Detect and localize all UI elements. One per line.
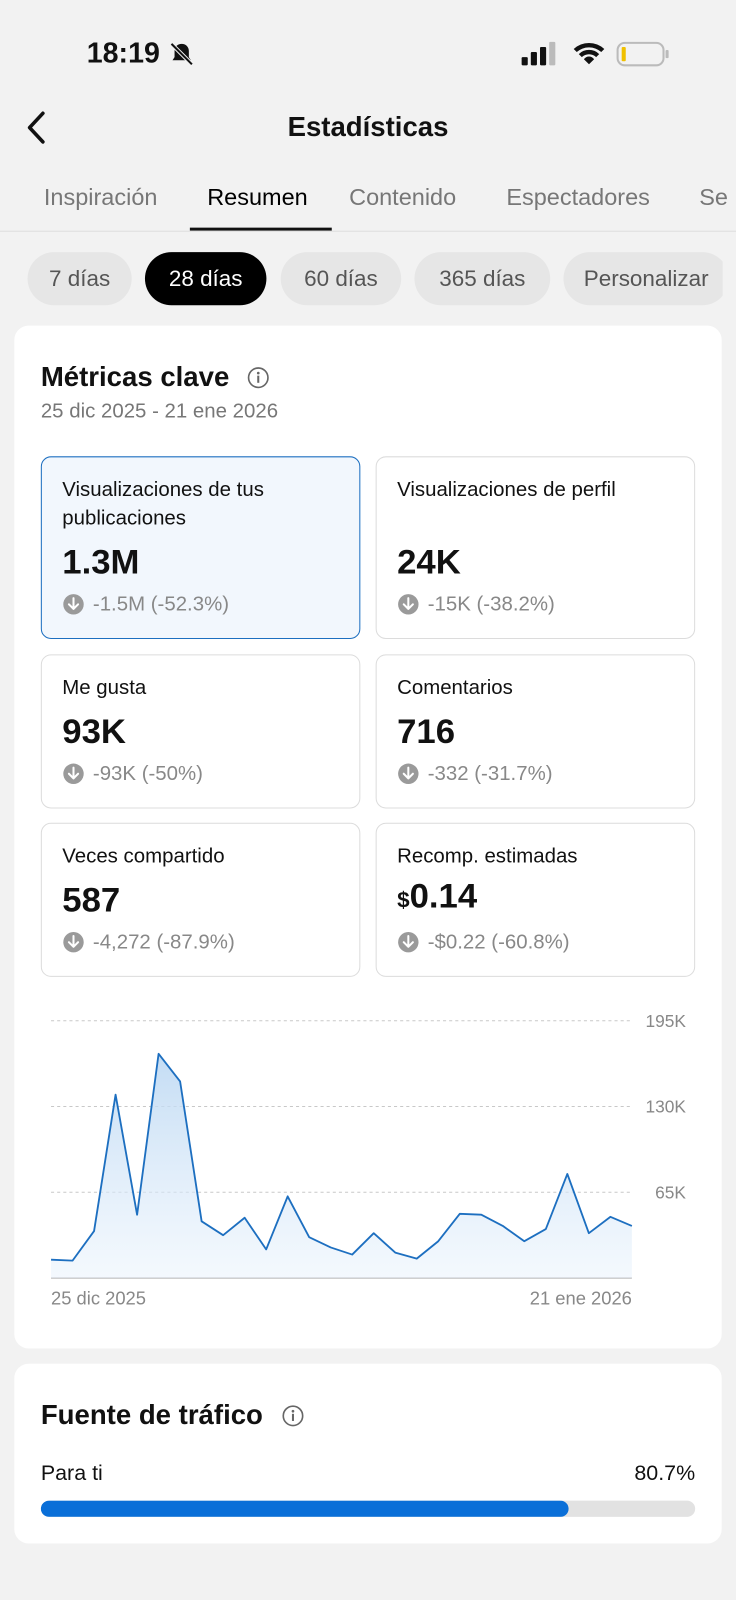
metric-label: Recomp. estimadas (397, 845, 578, 868)
metric-tile[interactable]: Me gusta 93K -93K (-50%) (40, 654, 361, 809)
metric-value: 716 (397, 711, 674, 752)
metric-number: 716 (397, 712, 456, 752)
tab[interactable]: Espectadores (506, 183, 650, 211)
metric-tile[interactable]: Veces compartido 587 -4,272 (-87.9%) (40, 822, 361, 977)
metric-label: Visualizaciones de tus publicaciones (62, 478, 264, 530)
tab[interactable]: Contenido (349, 183, 457, 211)
metric-change-text: -$0.22 (-60.8%) (427, 930, 570, 954)
metric-value: 93K (62, 711, 339, 752)
down-icon (63, 931, 84, 953)
metric-tile[interactable]: Recomp. estimadas $0.14 -$0.22 (-60.8%) (375, 822, 696, 977)
metric-change: -1.5M (-52.3%) (62, 591, 339, 618)
period-chip[interactable]: 365 días (414, 252, 551, 306)
y-tick-label: 195K (645, 1011, 686, 1031)
info-icon[interactable] (247, 366, 269, 389)
metric-change: -$0.22 (-60.8%) (397, 929, 674, 956)
status-time: 18:19 (86, 36, 160, 69)
metric-number: 24K (397, 543, 461, 582)
metric-value: $0.14 (397, 876, 674, 921)
metric-tile[interactable]: Visualizaciones de perfil 24K -15K (-38.2%… (375, 456, 696, 640)
area-fill (51, 1053, 632, 1279)
metric-value: 1.3M (62, 542, 339, 583)
period-chip[interactable]: Personalizar (563, 252, 723, 306)
metric-value: 24K (397, 542, 674, 583)
metric-change: -332 (-31.7%) (397, 760, 674, 787)
line (51, 1052, 633, 1262)
y-tick-label: 130K (645, 1097, 686, 1117)
metric-change-text: -4,272 (-87.9%) (92, 930, 235, 954)
period-chip[interactable]: 60 días (280, 252, 402, 306)
metric-change: -4,272 (-87.9%) (62, 929, 339, 956)
metric-number: 0.14 (409, 876, 478, 916)
date-range: 25 dic 2025 - 21 ene 2026 (40, 400, 279, 423)
mute-icon (170, 42, 194, 66)
status-icons (521, 41, 669, 67)
tab[interactable]: Inspiración (43, 183, 158, 211)
metric-label: Veces compartido (62, 845, 225, 868)
traffic-card: Fuente de tráfico Para ti 80.7% (14, 1363, 722, 1544)
source-label: Para ti (40, 1461, 103, 1486)
info-icon[interactable] (282, 1405, 304, 1427)
bar-track (40, 1500, 696, 1517)
metric-tile[interactable]: Comentarios 716 -332 (-31.7%) (375, 654, 696, 809)
metric-value: 587 (62, 880, 339, 921)
metric-change: -93K (-50%) (62, 760, 339, 787)
down-icon (398, 931, 419, 953)
down-icon (63, 594, 84, 615)
metric-number: 587 (62, 880, 121, 920)
down-icon (398, 594, 419, 615)
metric-tile[interactable]: Visualizaciones de tus publicaciones 1.3M… (40, 456, 361, 640)
tab[interactable]: Se (699, 183, 728, 211)
metric-number: 1.3M (62, 543, 140, 582)
bar (40, 1500, 569, 1517)
metric-label: Comentarios (397, 676, 513, 700)
tab-indicator (189, 227, 332, 231)
x-tick-label: 25 dic 2025 (51, 1288, 146, 1309)
page-title: Estadísticas (287, 111, 449, 142)
metric-change-text: -93K (-50%) (92, 762, 203, 785)
y-tick-label: 65K (655, 1182, 686, 1202)
metric-change-text: -332 (-31.7%) (427, 762, 553, 785)
period-selector: 7 días 28 días 60 días 365 días Personalizar (0, 0, 723, 316)
card-title: Fuente de tráfico (40, 1399, 263, 1431)
down-icon (398, 763, 419, 784)
metric-change-text: -15K (-38.2%) (427, 593, 555, 616)
card-title: Métricas clave (40, 361, 230, 392)
tab-divider (0, 230, 736, 232)
metric-change: -15K (-38.2%) (397, 591, 674, 618)
down-icon (63, 763, 84, 784)
period-chip[interactable]: 7 días (27, 252, 132, 306)
source-value: 80.7% (634, 1461, 696, 1486)
back-button[interactable] (24, 110, 51, 145)
metric-label: Me gusta (62, 676, 147, 700)
x-tick-label: 21 ene 2026 (530, 1288, 632, 1309)
views-chart: 65K 130K 195K 25 dic 2025 21 ene 2026 (51, 1011, 686, 1309)
metric-number: 93K (62, 712, 126, 752)
period-chip[interactable]: 28 días (144, 252, 267, 306)
tab[interactable]: Resumen (207, 183, 308, 211)
metric-currency: $ (397, 887, 410, 913)
metric-label: Visualizaciones de perfil (397, 478, 616, 502)
metric-change-text: -1.5M (-52.3%) (92, 593, 230, 616)
